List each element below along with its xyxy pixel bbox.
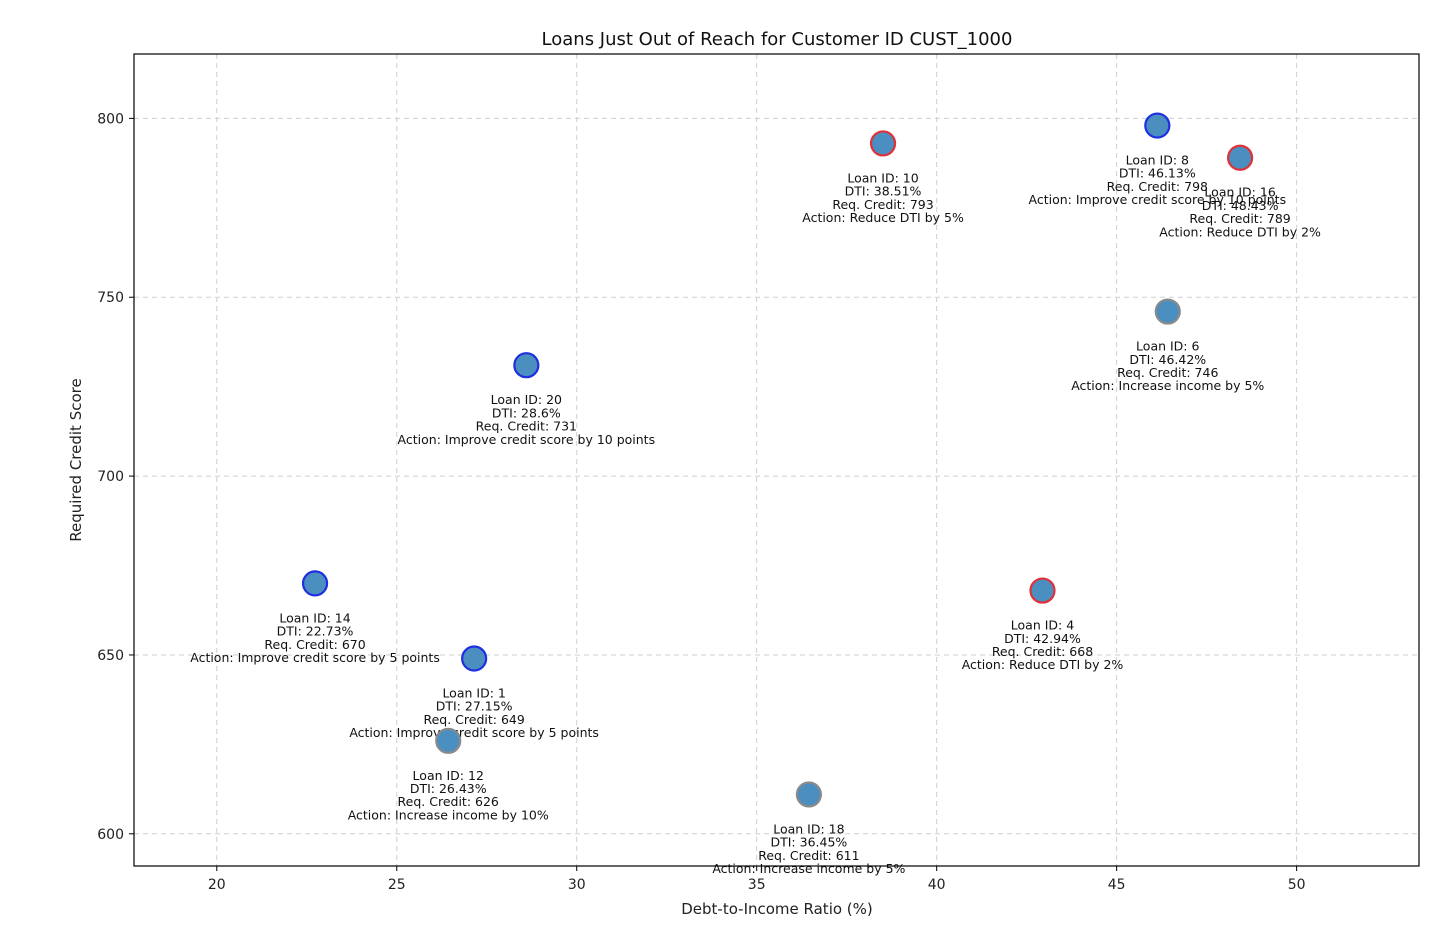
point-annotation: Loan ID: 16 DTI: 48.43% Req. Credit: 789 Ac… <box>1159 185 1321 240</box>
data-point <box>1154 298 1181 325</box>
annotation-line: Req. Credit: 611 <box>758 848 859 863</box>
data-point <box>1144 112 1171 139</box>
y-tick-label: 600 <box>97 827 124 843</box>
x-tick-label: 20 <box>208 877 226 893</box>
chart-title: Loans Just Out of Reach for Customer ID … <box>542 29 1013 50</box>
point-annotation: Loan ID: 10 DTI: 38.51% Req. Credit: 793 Ac… <box>802 170 964 225</box>
y-axis-title: Required Credit Score <box>67 378 85 541</box>
annotation-line: Action: Reduce DTI by 5% <box>802 210 964 225</box>
annotation-line: Req. Credit: 668 <box>992 644 1093 659</box>
annotation-line: Req. Credit: 798 <box>1107 179 1208 194</box>
annotation-line: Loan ID: 20 <box>491 392 562 407</box>
x-tick-label: 35 <box>748 877 766 893</box>
point-annotation: Loan ID: 4 DTI: 42.94% Req. Credit: 668 Act… <box>962 618 1124 673</box>
annotation-line: Loan ID: 10 <box>847 170 918 185</box>
annotation-line: Req. Credit: 731 <box>476 419 577 434</box>
annotation-line: Req. Credit: 789 <box>1189 211 1290 226</box>
annotation-line: Loan ID: 8 <box>1126 153 1189 168</box>
annotation-line: Loan ID: 18 <box>773 821 844 836</box>
annotation-line: Action: Improve credit score by 5 points <box>349 725 599 740</box>
annotation-line: DTI: 28.6% <box>492 405 561 420</box>
y-tick-label: 800 <box>97 111 124 127</box>
x-tick-label: 25 <box>388 877 406 893</box>
point-annotation: Loan ID: 18 DTI: 36.45% Req. Credit: 611 Ac… <box>712 821 905 876</box>
annotation-line: Action: Increase income by 5% <box>712 861 905 876</box>
plot-area-frame <box>133 53 1420 867</box>
annotation-line: Loan ID: 16 <box>1204 185 1275 200</box>
annotation-line: Loan ID: 6 <box>1136 339 1199 354</box>
data-point <box>1227 144 1254 171</box>
annotation-line: Action: Increase income by 5% <box>1071 378 1264 393</box>
point-annotation: Loan ID: 14 DTI: 22.73% Req. Credit: 670 Ac… <box>190 610 440 665</box>
annotation-line: Req. Credit: 670 <box>264 637 365 652</box>
annotation-line: Action: Reduce DTI by 2% <box>1159 224 1321 239</box>
y-tick-label: 750 <box>97 290 124 306</box>
data-point <box>301 570 329 597</box>
y-tick-label: 700 <box>97 469 124 485</box>
point-annotation: Loan ID: 8 DTI: 46.13% Req. Credit: 798 Act… <box>1029 153 1287 208</box>
annotation-line: Req. Credit: 793 <box>832 197 933 212</box>
annotation-line: Action: Reduce DTI by 2% <box>962 657 1124 672</box>
data-point <box>795 781 822 808</box>
annotation-line: DTI: 22.73% <box>277 624 354 639</box>
annotation-line: DTI: 36.45% <box>770 835 847 850</box>
x-tick-label: 45 <box>1108 877 1126 893</box>
annotation-line: DTI: 46.42% <box>1129 352 1206 367</box>
annotations: Loan ID: 14 DTI: 22.73% Req. Credit: 670 Ac… <box>190 153 1321 877</box>
data-point <box>869 130 897 157</box>
annotation-line: Req. Credit: 649 <box>423 712 524 727</box>
annotation-line: Loan ID: 14 <box>279 610 350 625</box>
annotation-line: Action: Improve credit score by 10 point… <box>398 432 656 447</box>
x-tick-label: 50 <box>1288 877 1306 893</box>
annotation-line: DTI: 42.94% <box>1004 631 1081 646</box>
point-annotation: Loan ID: 20 DTI: 28.6% Req. Credit: 731 Act… <box>398 392 656 447</box>
annotation-line: Action: Increase income by 10% <box>348 807 549 822</box>
data-point <box>461 645 488 672</box>
y-tick-label: 650 <box>97 648 124 664</box>
point-annotation: Loan ID: 1 DTI: 27.15% Req. Credit: 649 Act… <box>349 686 599 741</box>
annotation-line: Req. Credit: 746 <box>1117 365 1218 380</box>
x-tick-label: 40 <box>928 877 946 893</box>
annotation-line: Action: Improve credit score by 5 points <box>190 650 440 665</box>
grid-lines <box>134 54 1419 866</box>
data-points <box>301 112 1254 808</box>
data-point <box>1029 577 1056 604</box>
data-point <box>435 727 462 754</box>
point-annotation: Loan ID: 12 DTI: 26.43% Req. Credit: 626 Ac… <box>348 768 549 823</box>
x-axis-title: Debt-to-Income Ratio (%) <box>681 900 873 918</box>
annotation-line: DTI: 46.13% <box>1119 166 1196 181</box>
annotation-line: DTI: 26.43% <box>410 781 487 796</box>
annotation-line: Req. Credit: 626 <box>398 794 499 809</box>
annotation-line: Action: Improve credit score by 10 point… <box>1029 192 1287 207</box>
annotation-line: DTI: 38.51% <box>845 184 922 199</box>
axis-ticks: 20 25 30 35 40 45 50 600 650 700 750 800 <box>97 111 1305 893</box>
annotation-line: Loan ID: 4 <box>1011 618 1074 633</box>
annotation-line: DTI: 27.15% <box>436 699 513 714</box>
x-tick-label: 30 <box>568 877 586 893</box>
annotation-line: DTI: 48.43% <box>1202 198 1279 213</box>
point-annotation: Loan ID: 6 DTI: 46.42% Req. Credit: 746 Act… <box>1071 339 1264 394</box>
annotation-line: Loan ID: 1 <box>442 686 505 701</box>
annotation-line: Loan ID: 12 <box>413 768 484 783</box>
data-point <box>513 352 540 379</box>
